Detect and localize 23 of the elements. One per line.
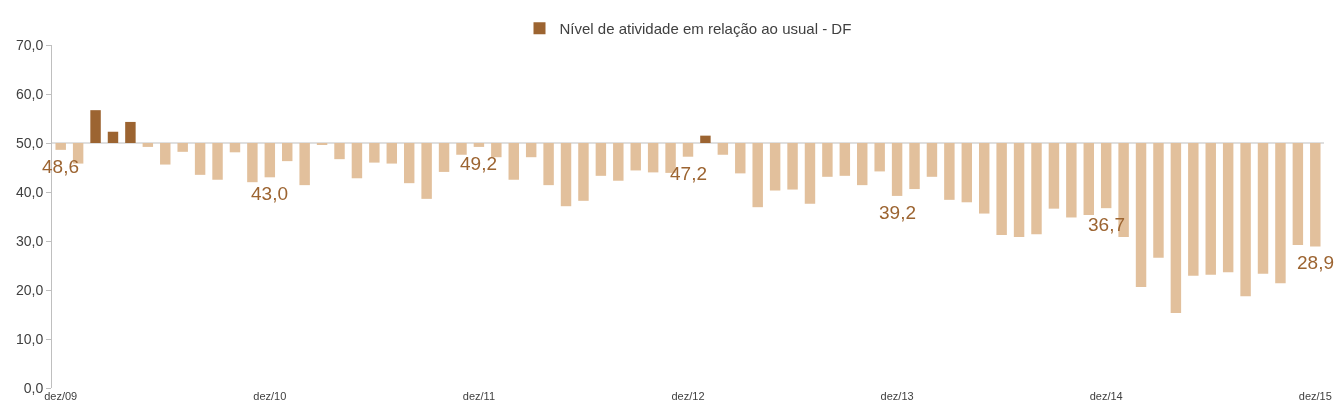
y-tick-label: 70,0 (15, 36, 44, 53)
annotation: 43,0 (251, 183, 288, 204)
y-tick-label: 0,0 (23, 379, 44, 396)
y-tick-label: 30,0 (15, 232, 44, 249)
annotation: 28,9 (1297, 252, 1334, 273)
y-tick-label: 50,0 (15, 134, 44, 151)
y-tick-label: 60,0 (15, 85, 44, 102)
annotation: 49,2 (460, 153, 497, 174)
x-tick-label: dez/10 (253, 390, 287, 402)
annotation: 47,2 (670, 163, 707, 184)
legend-label: Nível de atividade em relação ao usual - DF (559, 20, 852, 38)
y-tick-label: 40,0 (15, 183, 44, 200)
annotation: 48,6 (42, 156, 79, 177)
x-tick-label: dez/11 (462, 390, 496, 402)
annotation: 39,2 (879, 202, 916, 223)
annotation: 36,7 (1088, 214, 1125, 235)
x-tick-label: dez/14 (1089, 390, 1123, 402)
y-tick-label: 10,0 (15, 330, 44, 347)
x-tick-label: dez/12 (671, 390, 705, 402)
x-tick-label: dez/09 (44, 390, 78, 402)
x-tick-label: dez/13 (880, 390, 914, 402)
y-tick-label: 20,0 (15, 281, 44, 298)
x-tick-label: dez/15 (1298, 390, 1332, 402)
